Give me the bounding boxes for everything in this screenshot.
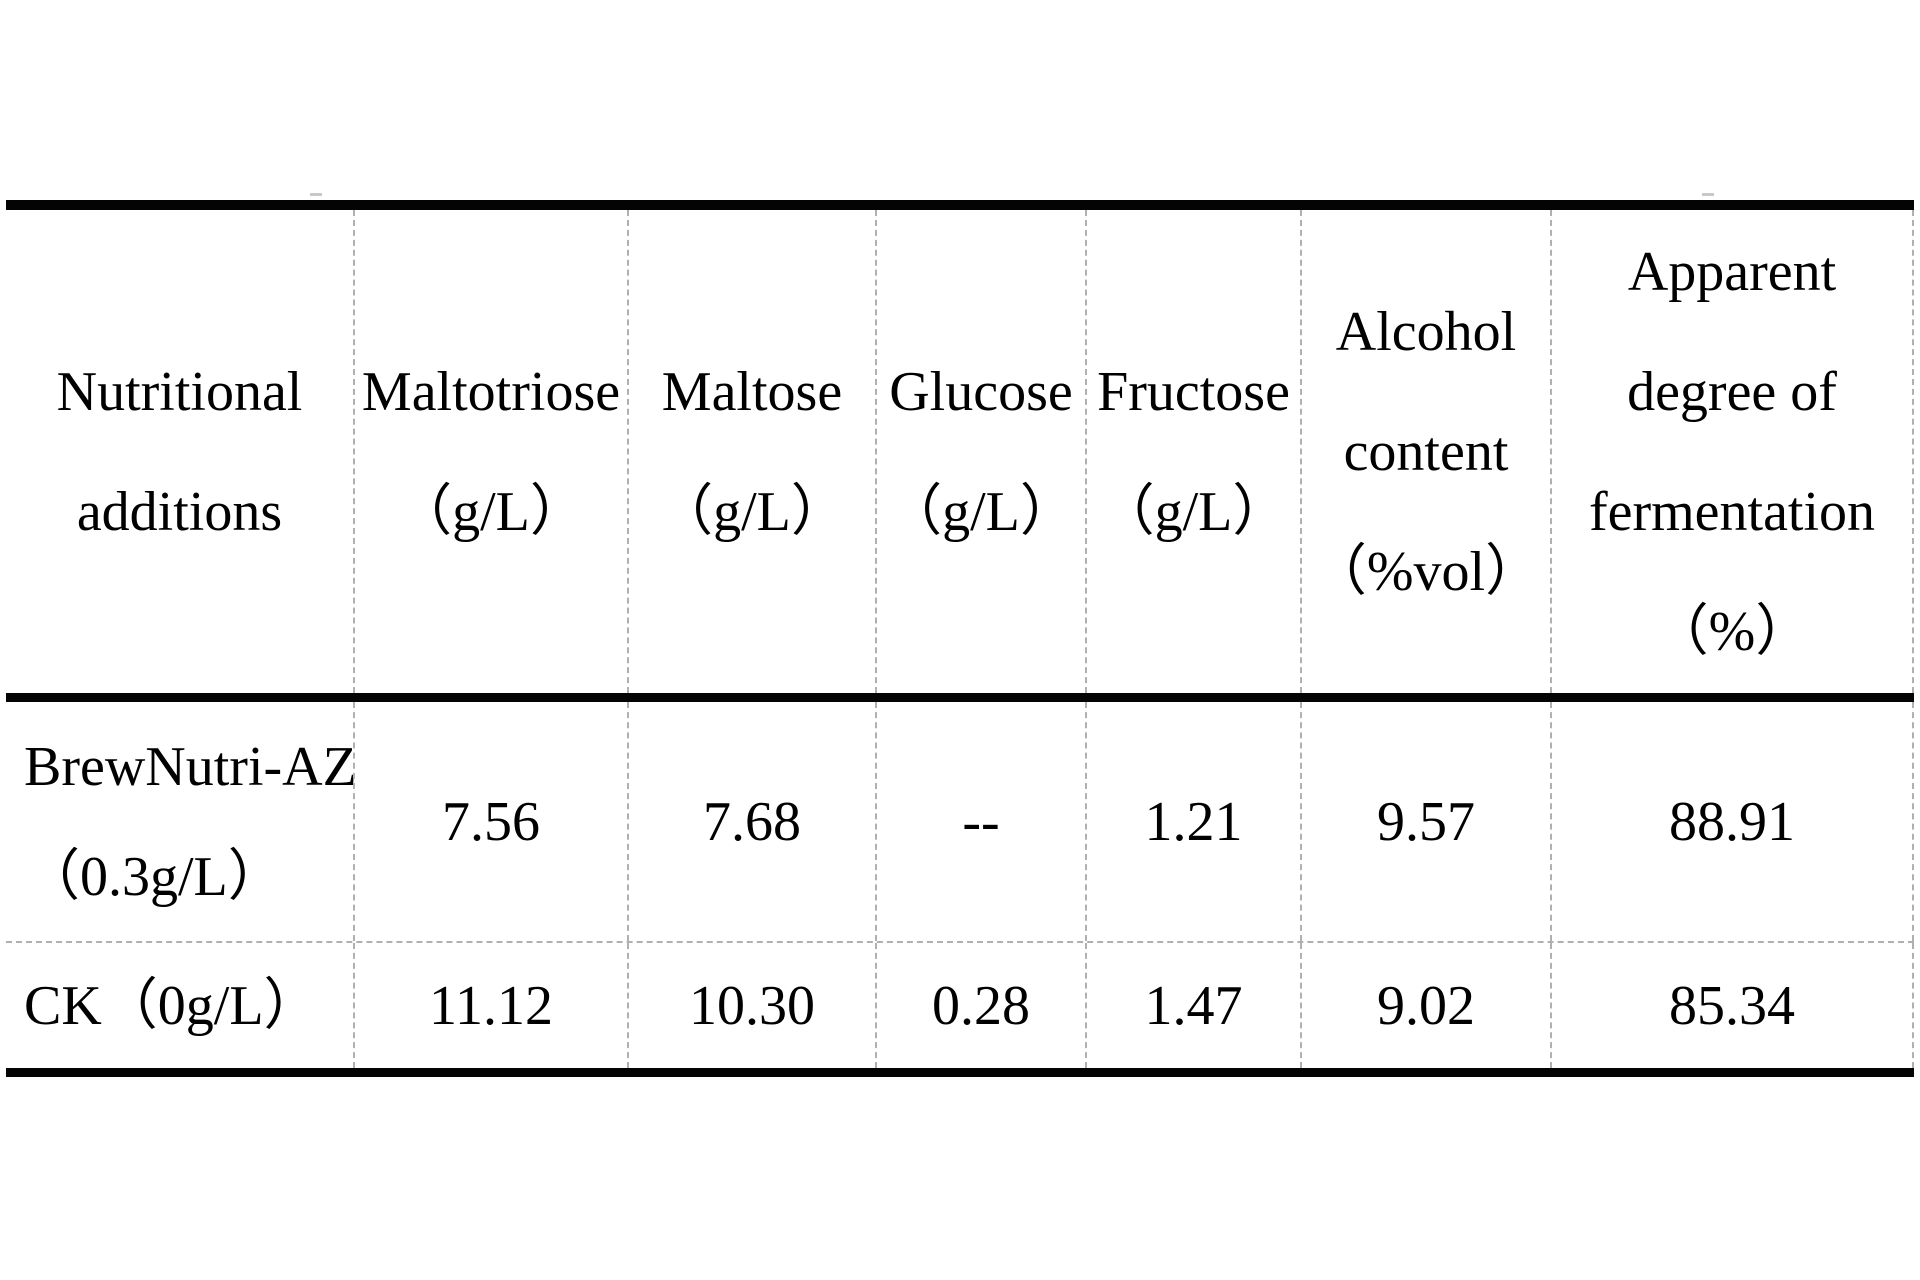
- row-label-line: （0.3g/L）: [24, 845, 284, 908]
- scan-artifact-tick: [1702, 193, 1714, 196]
- table-row-brewnutri-az: BrewNutri-AZ （0.3g/L） 7.56 7.68 -- 1.21 …: [6, 702, 1914, 943]
- header-line: （%vol）: [1310, 540, 1542, 603]
- header-line: Maltose: [661, 360, 843, 423]
- table-header-row: Nutritional additions Maltotriose （g/L） …: [6, 210, 1914, 702]
- table-row-ck: CK（0g/L） 11.12 10.30 0.28 1.47 9.02 85.3…: [6, 943, 1914, 1068]
- header-line: additions: [76, 480, 283, 543]
- row-label-line: BrewNutri-AZ: [24, 735, 357, 798]
- header-line: content: [1343, 420, 1509, 483]
- header-fructose: Fructose （g/L）: [1085, 210, 1300, 693]
- header-line: Alcohol: [1335, 300, 1517, 363]
- cell-maltotriose: 7.56: [353, 702, 627, 941]
- cell-apparent-degree: 85.34: [1550, 943, 1914, 1068]
- cell-fructose: 1.47: [1085, 943, 1300, 1068]
- header-line: Nutritional: [56, 360, 303, 423]
- cell-fructose: 1.21: [1085, 702, 1300, 941]
- header-line: Glucose: [889, 360, 1073, 423]
- header-line: （g/L）: [1098, 480, 1289, 543]
- header-line: （g/L）: [886, 480, 1076, 543]
- header-line: fermentation: [1588, 480, 1876, 543]
- header-line: Fructose: [1097, 360, 1290, 423]
- header-glucose: Glucose （g/L）: [875, 210, 1085, 693]
- header-line: （g/L）: [657, 480, 847, 543]
- cell-alcohol-content: 9.57: [1300, 702, 1550, 941]
- cell-glucose: --: [875, 702, 1085, 941]
- header-nutritional-additions: Nutritional additions: [6, 210, 353, 693]
- row-label: BrewNutri-AZ （0.3g/L）: [6, 702, 357, 941]
- header-apparent-degree-of-fermentation: Apparent degree of fermentation （%）: [1550, 210, 1914, 693]
- header-line: （%）: [1652, 600, 1812, 663]
- row-label: CK（0g/L）: [6, 943, 353, 1068]
- cell-apparent-degree: 88.91: [1550, 702, 1914, 941]
- header-line: Maltotriose: [361, 360, 621, 423]
- header-maltotriose: Maltotriose （g/L）: [353, 210, 627, 693]
- header-maltose: Maltose （g/L）: [627, 210, 875, 693]
- header-line: Apparent: [1627, 240, 1837, 303]
- header-line: （g/L）: [396, 480, 586, 543]
- cell-maltotriose: 11.12: [353, 943, 627, 1068]
- header-alcohol-content: Alcohol content （%vol）: [1300, 210, 1550, 693]
- header-line: degree of: [1627, 360, 1837, 423]
- row-label-line: CK（0g/L）: [24, 974, 320, 1037]
- fermentation-results-table: Nutritional additions Maltotriose （g/L） …: [6, 200, 1914, 1077]
- cell-alcohol-content: 9.02: [1300, 943, 1550, 1068]
- scan-artifact-tick: [310, 193, 322, 196]
- cell-maltose: 7.68: [627, 702, 875, 941]
- cell-glucose: 0.28: [875, 943, 1085, 1068]
- cell-maltose: 10.30: [627, 943, 875, 1068]
